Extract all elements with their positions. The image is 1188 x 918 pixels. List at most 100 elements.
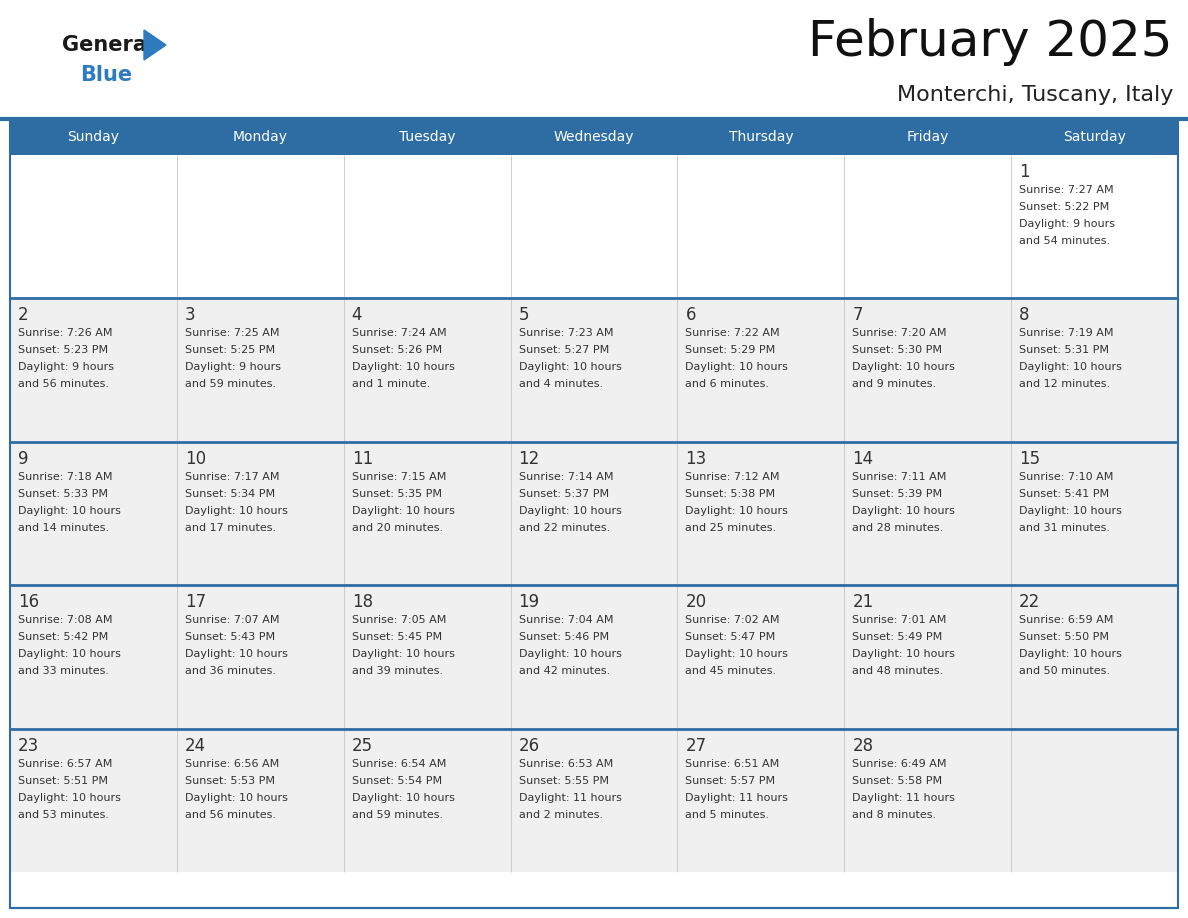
Bar — [511, 442, 677, 585]
Text: and 50 minutes.: and 50 minutes. — [1019, 666, 1110, 677]
Text: Sunrise: 7:19 AM: Sunrise: 7:19 AM — [1019, 329, 1113, 339]
Text: Sunrise: 7:10 AM: Sunrise: 7:10 AM — [1019, 472, 1113, 482]
Text: Sunset: 5:47 PM: Sunset: 5:47 PM — [685, 633, 776, 643]
Bar — [845, 155, 1011, 298]
Text: Daylight: 10 hours: Daylight: 10 hours — [1019, 363, 1121, 373]
Bar — [177, 155, 343, 298]
Text: 11: 11 — [352, 450, 373, 468]
Bar — [677, 729, 845, 872]
Text: General: General — [62, 35, 154, 55]
Text: Sunset: 5:55 PM: Sunset: 5:55 PM — [519, 776, 608, 786]
Text: and 8 minutes.: and 8 minutes. — [852, 810, 936, 820]
Text: Sunrise: 7:14 AM: Sunrise: 7:14 AM — [519, 472, 613, 482]
Text: Sunset: 5:27 PM: Sunset: 5:27 PM — [519, 345, 608, 355]
Text: 17: 17 — [185, 593, 206, 611]
Text: Daylight: 10 hours: Daylight: 10 hours — [1019, 506, 1121, 516]
Text: 3: 3 — [185, 307, 196, 324]
Text: Daylight: 11 hours: Daylight: 11 hours — [852, 792, 955, 802]
Bar — [677, 442, 845, 585]
Bar — [177, 729, 343, 872]
Text: Sunset: 5:31 PM: Sunset: 5:31 PM — [1019, 345, 1110, 355]
Text: 27: 27 — [685, 736, 707, 755]
Text: Sunrise: 7:15 AM: Sunrise: 7:15 AM — [352, 472, 446, 482]
Text: and 42 minutes.: and 42 minutes. — [519, 666, 609, 677]
Bar — [1011, 155, 1178, 298]
Bar — [677, 298, 845, 442]
Text: Sunset: 5:37 PM: Sunset: 5:37 PM — [519, 488, 608, 498]
Text: and 59 minutes.: and 59 minutes. — [352, 810, 443, 820]
Text: Sunset: 5:46 PM: Sunset: 5:46 PM — [519, 633, 608, 643]
Bar — [845, 442, 1011, 585]
Text: Sunrise: 7:07 AM: Sunrise: 7:07 AM — [185, 615, 279, 625]
Text: Daylight: 10 hours: Daylight: 10 hours — [352, 506, 455, 516]
Bar — [177, 585, 343, 729]
Text: Sunrise: 7:05 AM: Sunrise: 7:05 AM — [352, 615, 446, 625]
Bar — [343, 298, 511, 442]
Text: Sunrise: 7:12 AM: Sunrise: 7:12 AM — [685, 472, 781, 482]
Text: and 12 minutes.: and 12 minutes. — [1019, 379, 1111, 389]
Text: 1: 1 — [1019, 163, 1030, 181]
Text: Sunrise: 6:56 AM: Sunrise: 6:56 AM — [185, 758, 279, 768]
Text: and 2 minutes.: and 2 minutes. — [519, 810, 602, 820]
Text: Sunset: 5:39 PM: Sunset: 5:39 PM — [852, 488, 942, 498]
Text: 15: 15 — [1019, 450, 1041, 468]
Text: Sunrise: 7:04 AM: Sunrise: 7:04 AM — [519, 615, 613, 625]
Bar — [1011, 298, 1178, 442]
Text: Sunrise: 7:18 AM: Sunrise: 7:18 AM — [18, 472, 113, 482]
Text: Sunset: 5:41 PM: Sunset: 5:41 PM — [1019, 488, 1110, 498]
Text: Saturday: Saturday — [1063, 130, 1126, 144]
Text: and 45 minutes.: and 45 minutes. — [685, 666, 777, 677]
Text: Sunrise: 6:51 AM: Sunrise: 6:51 AM — [685, 758, 779, 768]
Bar — [1011, 442, 1178, 585]
Text: Daylight: 10 hours: Daylight: 10 hours — [18, 649, 121, 659]
Bar — [1011, 585, 1178, 729]
Text: Sunrise: 7:01 AM: Sunrise: 7:01 AM — [852, 615, 947, 625]
Text: Daylight: 9 hours: Daylight: 9 hours — [185, 363, 280, 373]
Text: Sunrise: 7:17 AM: Sunrise: 7:17 AM — [185, 472, 279, 482]
Text: 5: 5 — [519, 307, 529, 324]
Text: and 5 minutes.: and 5 minutes. — [685, 810, 770, 820]
Text: Sunset: 5:57 PM: Sunset: 5:57 PM — [685, 776, 776, 786]
Text: Sunset: 5:23 PM: Sunset: 5:23 PM — [18, 345, 108, 355]
Text: Sunrise: 7:20 AM: Sunrise: 7:20 AM — [852, 329, 947, 339]
Text: Sunset: 5:38 PM: Sunset: 5:38 PM — [685, 488, 776, 498]
Bar — [511, 155, 677, 298]
Text: Sunset: 5:43 PM: Sunset: 5:43 PM — [185, 633, 274, 643]
Text: and 14 minutes.: and 14 minutes. — [18, 522, 109, 532]
Text: Daylight: 11 hours: Daylight: 11 hours — [685, 792, 789, 802]
Text: Daylight: 10 hours: Daylight: 10 hours — [519, 363, 621, 373]
Text: Sunset: 5:49 PM: Sunset: 5:49 PM — [852, 633, 942, 643]
Text: Sunrise: 6:54 AM: Sunrise: 6:54 AM — [352, 758, 446, 768]
Text: Sunrise: 7:11 AM: Sunrise: 7:11 AM — [852, 472, 947, 482]
Text: and 6 minutes.: and 6 minutes. — [685, 379, 770, 389]
Text: 28: 28 — [852, 736, 873, 755]
Text: Daylight: 9 hours: Daylight: 9 hours — [1019, 219, 1116, 229]
Text: Sunset: 5:35 PM: Sunset: 5:35 PM — [352, 488, 442, 498]
Text: Daylight: 10 hours: Daylight: 10 hours — [185, 506, 287, 516]
Text: 25: 25 — [352, 736, 373, 755]
Text: Daylight: 9 hours: Daylight: 9 hours — [18, 363, 114, 373]
Text: 18: 18 — [352, 593, 373, 611]
Text: February 2025: February 2025 — [809, 18, 1173, 66]
Text: Tuesday: Tuesday — [399, 130, 455, 144]
Bar — [677, 585, 845, 729]
Text: Sunset: 5:26 PM: Sunset: 5:26 PM — [352, 345, 442, 355]
Text: Daylight: 10 hours: Daylight: 10 hours — [685, 649, 789, 659]
Text: Sunrise: 7:25 AM: Sunrise: 7:25 AM — [185, 329, 279, 339]
Text: and 9 minutes.: and 9 minutes. — [852, 379, 936, 389]
Bar — [10, 442, 177, 585]
Text: Sunrise: 7:24 AM: Sunrise: 7:24 AM — [352, 329, 447, 339]
Text: Daylight: 10 hours: Daylight: 10 hours — [18, 506, 121, 516]
Text: Daylight: 10 hours: Daylight: 10 hours — [352, 649, 455, 659]
Text: Sunset: 5:25 PM: Sunset: 5:25 PM — [185, 345, 274, 355]
Text: Monday: Monday — [233, 130, 287, 144]
Text: 2: 2 — [18, 307, 29, 324]
Bar — [343, 442, 511, 585]
Text: and 22 minutes.: and 22 minutes. — [519, 522, 609, 532]
Text: Sunset: 5:45 PM: Sunset: 5:45 PM — [352, 633, 442, 643]
Bar — [677, 155, 845, 298]
Text: Monterchi, Tuscany, Italy: Monterchi, Tuscany, Italy — [897, 85, 1173, 105]
Bar — [343, 729, 511, 872]
Text: 8: 8 — [1019, 307, 1030, 324]
Text: Sunrise: 6:59 AM: Sunrise: 6:59 AM — [1019, 615, 1113, 625]
